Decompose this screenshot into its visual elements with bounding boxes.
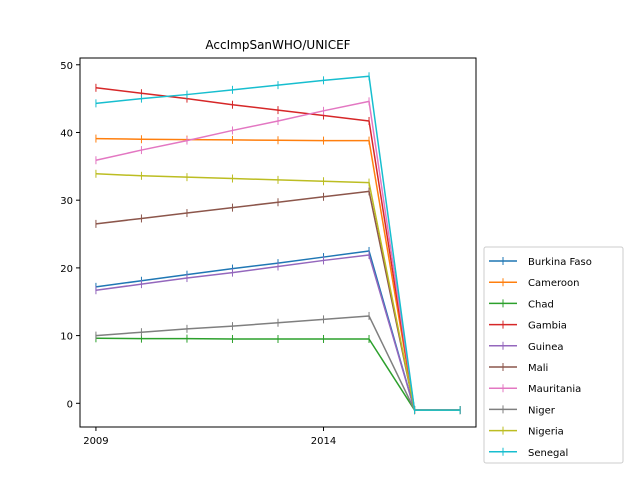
series-line [95, 173, 461, 411]
y-tick-label: 40 [60, 128, 73, 139]
y-tick-label: 20 [60, 264, 73, 275]
legend-item: Senegal [489, 447, 568, 459]
legend-label: Gambia [528, 321, 567, 332]
legend-label: Nigeria [528, 427, 564, 438]
legend-item: Niger [489, 405, 556, 416]
x-tick-label: 2009 [83, 436, 108, 447]
legend-box [483, 246, 624, 464]
legend-label: Mauritania [528, 384, 581, 395]
x-axis: 2009 2014 [83, 427, 336, 447]
chart-title: AccImpSanWHO/UNICEF [205, 38, 350, 52]
legend-label: Guinea [528, 342, 563, 353]
series-0 [95, 246, 461, 415]
series-9 [95, 72, 461, 415]
legend-item: Mali [489, 363, 548, 374]
legend: Burkina Faso Cameroon Chad Gambia Guinea Mali… [483, 246, 624, 464]
plot-frame [79, 57, 477, 428]
legend-label: Niger [528, 405, 556, 416]
y-axis: 0 10 20 30 40 50 [60, 61, 80, 410]
series-line [95, 254, 461, 411]
y-tick-label: 50 [60, 61, 73, 72]
legend-item: Guinea [489, 341, 563, 353]
legend-item: Cameroon [489, 278, 579, 289]
series-layer [95, 72, 461, 415]
legend-label: Cameroon [528, 278, 579, 289]
legend-label: Chad [528, 299, 554, 310]
legend-label: Mali [528, 363, 548, 374]
legend-item: Chad [489, 299, 554, 310]
y-tick-label: 10 [60, 332, 73, 343]
legend-item: Gambia [489, 320, 567, 332]
legend-label: Senegal [528, 448, 568, 459]
legend-item: Mauritania [489, 384, 581, 395]
legend-item: Burkina Faso [489, 257, 592, 268]
legend-label: Burkina Faso [528, 257, 592, 268]
y-tick-label: 30 [60, 196, 73, 207]
y-tick-label: 0 [67, 399, 73, 410]
series-line [95, 250, 461, 411]
x-tick-label: 2014 [311, 436, 336, 447]
legend-item: Nigeria [489, 426, 564, 438]
